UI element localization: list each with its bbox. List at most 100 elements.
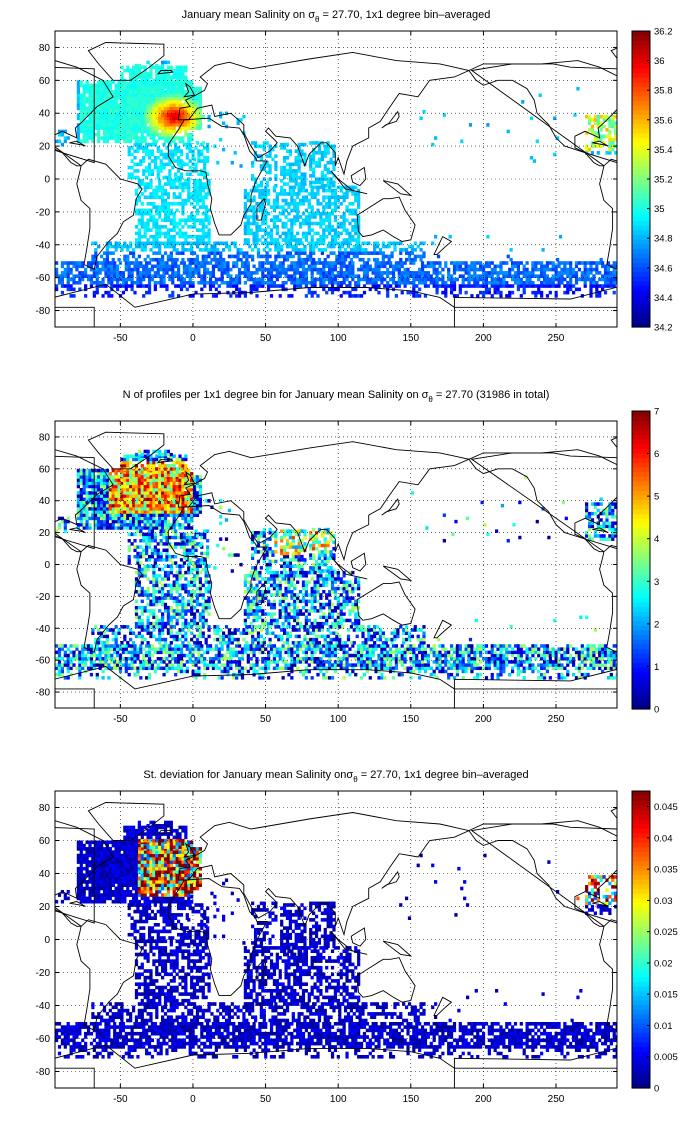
heatmap-cell <box>258 189 261 193</box>
heatmap-cell <box>181 72 184 76</box>
heatmap-cell <box>541 248 544 252</box>
heatmap-cell <box>401 261 404 265</box>
heatmap-cell <box>164 209 167 213</box>
heatmap-cell <box>77 117 80 121</box>
heatmap-cell <box>505 261 508 265</box>
heatmap-cell <box>187 218 190 222</box>
colorbar-segment <box>632 299 650 304</box>
heatmap-cell <box>158 179 161 183</box>
heatmap-cell <box>196 218 199 222</box>
heatmap-cell <box>268 154 271 158</box>
heatmap-cell <box>85 517 88 520</box>
heatmap-cell <box>372 284 375 288</box>
heatmap-cell <box>293 215 296 219</box>
heatmap-cell <box>138 235 141 239</box>
y-tick-label: -40 <box>36 240 51 251</box>
heatmap-cell <box>289 166 292 170</box>
heatmap-cell <box>139 284 142 288</box>
heatmap-cell <box>123 136 126 140</box>
heatmap-cell <box>173 69 176 73</box>
heatmap-cell <box>303 153 306 157</box>
colorbar-segment <box>632 128 650 133</box>
heatmap-cell <box>353 245 356 249</box>
heatmap-cell <box>170 75 173 79</box>
heatmap-cell <box>313 212 316 216</box>
heatmap-cell <box>186 172 189 176</box>
heatmap-cell <box>94 520 97 523</box>
heatmap-cell <box>174 265 177 269</box>
heatmap-cell <box>239 258 242 262</box>
heatmap-cell <box>115 469 118 472</box>
heatmap-cell <box>158 100 161 104</box>
heatmap-cell <box>154 281 157 285</box>
heatmap-cell <box>178 228 181 232</box>
heatmap-cell <box>117 133 120 137</box>
heatmap-cell <box>178 82 181 86</box>
heatmap-cell <box>244 232 247 236</box>
heatmap-cell <box>251 174 254 178</box>
heatmap-cell <box>276 225 279 229</box>
heatmap-cell <box>298 156 301 160</box>
heatmap-cell <box>260 164 263 168</box>
heatmap-cell <box>148 143 151 147</box>
heatmap-cell <box>132 248 135 252</box>
heatmap-cell <box>85 472 88 475</box>
heatmap-cell <box>202 189 205 193</box>
heatmap-cell <box>85 485 88 488</box>
heatmap-cell <box>83 510 86 513</box>
heatmap-cell <box>331 291 334 295</box>
heatmap-cell <box>109 84 112 88</box>
heatmap-cell <box>589 261 592 265</box>
heatmap-cell <box>115 90 118 94</box>
colorbar-segment <box>632 77 650 82</box>
heatmap-cell <box>196 202 199 206</box>
heatmap-cell <box>283 146 286 150</box>
heatmap-cell <box>155 120 158 124</box>
heatmap-cell <box>267 281 270 285</box>
heatmap-cell <box>325 271 328 275</box>
heatmap-cell <box>120 72 123 76</box>
heatmap-cell <box>328 265 331 269</box>
colorbar-tick-label: 35.2 <box>654 175 673 186</box>
heatmap-cell <box>94 97 97 101</box>
heatmap-cell <box>158 258 161 262</box>
colorbar-segment <box>632 82 650 87</box>
heatmap-cell <box>161 526 164 529</box>
heatmap-cell <box>286 255 289 259</box>
heatmap-cell <box>100 120 103 124</box>
heatmap-cell <box>161 199 164 203</box>
heatmap-cell <box>110 284 113 288</box>
heatmap-cell <box>199 222 202 226</box>
heatmap-cell <box>152 97 155 101</box>
heatmap-cell <box>226 261 229 265</box>
heatmap-cell <box>566 284 569 288</box>
heatmap-cell <box>549 261 552 265</box>
heatmap-cell <box>252 278 255 282</box>
heatmap-cell <box>115 113 118 117</box>
heatmap-cell <box>430 281 433 285</box>
heatmap-cell <box>83 513 86 516</box>
heatmap-cell <box>390 241 393 245</box>
heatmap-cell <box>273 189 276 193</box>
heatmap-cell <box>258 195 261 199</box>
heatmap-cell <box>88 491 91 494</box>
heatmap-cell <box>181 212 184 216</box>
heatmap-cell <box>85 491 88 494</box>
heatmap-cell <box>238 281 241 285</box>
heatmap-cell <box>139 265 142 269</box>
heatmap-cell <box>202 238 205 242</box>
heatmap-cell <box>296 271 299 275</box>
heatmap-cell <box>145 291 148 295</box>
heatmap-cell <box>505 271 508 275</box>
heatmap-cell <box>181 258 184 262</box>
heatmap-cell <box>123 97 126 101</box>
heatmap-cell <box>189 278 192 282</box>
heatmap-cell <box>142 146 145 150</box>
heatmap-cell <box>94 123 97 127</box>
heatmap-cell <box>414 248 417 252</box>
heatmap-cell <box>85 107 88 111</box>
heatmap-cell <box>97 90 100 94</box>
heatmap-cell <box>312 248 315 252</box>
heatmap-cell <box>178 72 181 76</box>
heatmap-cell <box>104 271 107 275</box>
